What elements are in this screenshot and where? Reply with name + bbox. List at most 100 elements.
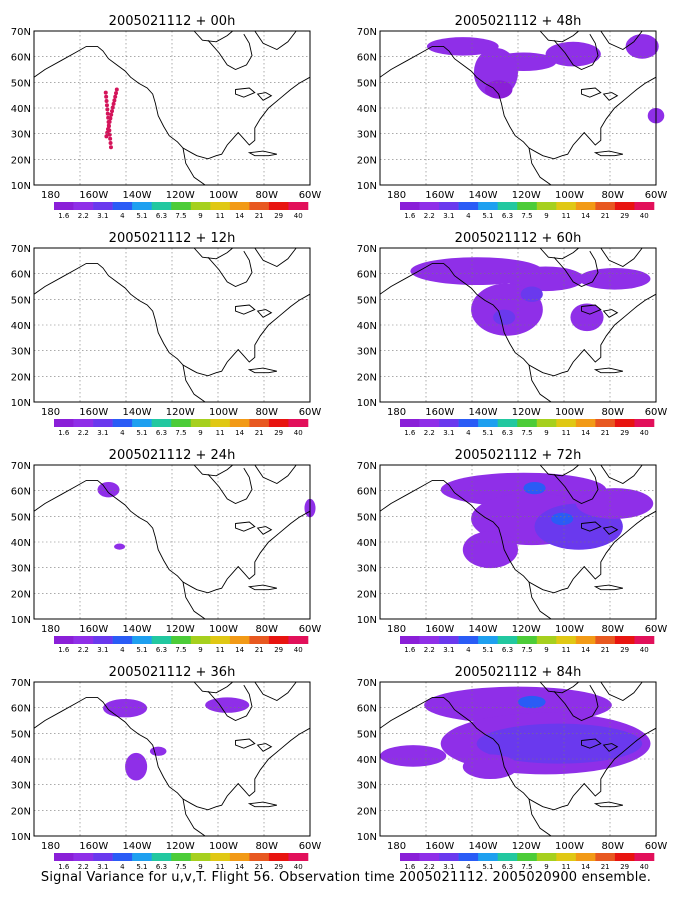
latitude-label: 30N (357, 347, 377, 358)
latitude-label: 20N (357, 806, 377, 817)
longitude-label: 180 (41, 407, 60, 418)
coastline (379, 247, 657, 403)
colorbar-swatch (575, 419, 596, 427)
colorbar-swatch (54, 202, 74, 210)
colorbar: 1.6 2.2 3.1 4 5.1 6.3 7.5 9 11 14 21 29 40 (400, 853, 655, 871)
latitude-label: 10N (357, 398, 377, 409)
latitude-label: 50N (357, 295, 377, 306)
colorbar-swatch (112, 636, 133, 644)
colorbar-label: 40 (294, 429, 303, 437)
colorbar-label: 9 (544, 212, 548, 220)
colorbar: 1.6 2.2 3.1 4 5.1 6.3 7.5 9 11 14 21 29 40 (54, 419, 309, 437)
colorbar-swatch (458, 853, 479, 861)
observation-point (112, 98, 117, 103)
latitude-label: 50N (11, 512, 31, 523)
longitude-label: 140W (123, 190, 152, 201)
colorbar-swatch (575, 202, 596, 210)
colorbar-swatch (497, 419, 518, 427)
colorbar-swatch (229, 853, 250, 861)
colorbar-swatch (249, 853, 270, 861)
longitude-label: 140W (469, 190, 498, 201)
observation-point (106, 127, 110, 132)
colorbar-swatch (268, 419, 289, 427)
latitude-label: 20N (11, 589, 31, 600)
colorbar-label: 14 (581, 429, 590, 437)
variance-shading (440, 472, 654, 569)
colorbar-swatch (190, 202, 211, 210)
variance-region (97, 481, 120, 498)
colorbar-swatch (517, 419, 538, 427)
variance-region (578, 268, 651, 290)
colorbar-swatch (556, 853, 577, 861)
colorbar-label: 6.3 (502, 429, 513, 437)
variance-region (545, 41, 601, 67)
panel-title: 2005021112 + 72h (455, 448, 582, 463)
colorbar-swatch (517, 853, 538, 861)
longitude-label: 160W (79, 407, 108, 418)
longitude-label: 180 (41, 190, 60, 201)
colorbar-label: 7.5 (521, 863, 532, 871)
colorbar-swatch (249, 202, 270, 210)
latitude-label: 30N (357, 130, 377, 141)
latitude-label: 30N (11, 781, 31, 792)
colorbar-label: 11 (562, 863, 571, 871)
figure-caption: Signal Variance for u,v,T. Flight 56. Ob… (40, 870, 652, 885)
map-panel: 2005021112 + 36h 70N 60N 50N 40N 30N 20N 10N 180… (11, 665, 322, 871)
colorbar-swatch (54, 853, 74, 861)
latitude-label: 70N (11, 461, 31, 472)
longitude-label: 180 (387, 841, 406, 852)
latitude-label: 70N (357, 27, 377, 38)
coastline (379, 30, 657, 186)
latitude-label: 40N (357, 104, 377, 115)
latitude-label: 60N (11, 53, 31, 64)
coastline (33, 464, 311, 620)
colorbar-swatch (575, 853, 596, 861)
colorbar-label: 2.2 (78, 212, 89, 220)
longitude-label: 120W (166, 841, 195, 852)
latitude-label: 20N (11, 372, 31, 383)
grid (34, 248, 310, 402)
panel-title: 2005021112 + 24h (109, 448, 236, 463)
colorbar-swatch (634, 202, 655, 210)
map-panel: 2005021112 + 84h 70N 60N 50N 40N 30N 20N 10N 180… (357, 665, 668, 871)
observation-point (108, 136, 113, 141)
variance-region (625, 34, 659, 59)
longitude-label: 100W (555, 624, 584, 635)
latitude-label: 40N (11, 321, 31, 332)
colorbar-swatch (595, 636, 616, 644)
colorbar-label: 11 (216, 212, 225, 220)
latitude-label: 40N (357, 321, 377, 332)
panel-title: 2005021112 + 60h (455, 231, 582, 246)
latitude-label: 70N (357, 244, 377, 255)
colorbar-label: 14 (235, 863, 244, 871)
latitude-label: 40N (11, 104, 31, 115)
coastline (379, 681, 657, 837)
observation-point (108, 116, 113, 121)
colorbar-label: 5.1 (482, 646, 493, 654)
colorbar-swatch (458, 202, 479, 210)
observation-point (106, 123, 111, 128)
colorbar-label: 29 (620, 212, 629, 220)
latitude-label: 30N (11, 130, 31, 141)
colorbar-swatch (93, 202, 113, 210)
colorbar-label: 7.5 (175, 863, 186, 871)
colorbar-swatch (73, 636, 94, 644)
longitude-label: 180 (387, 190, 406, 201)
longitude-label: 80W (255, 841, 278, 852)
longitude-label: 100W (209, 624, 238, 635)
variance-shading (103, 697, 250, 781)
latitude-label: 60N (357, 53, 377, 64)
colorbar: 1.6 2.2 3.1 4 5.1 6.3 7.5 9 11 14 21 29 40 (400, 636, 655, 654)
longitude-label: 80W (601, 407, 624, 418)
colorbar-label: 5.1 (136, 863, 147, 871)
colorbar-swatch (536, 202, 557, 210)
colorbar-label: 5.1 (136, 646, 147, 654)
colorbar-swatch (536, 853, 557, 861)
longitude-label: 100W (209, 841, 238, 852)
longitude-label: 60W (299, 841, 322, 852)
longitude-label: 100W (209, 407, 238, 418)
colorbar-label: 1.6 (58, 429, 70, 437)
colorbar: 1.6 2.2 3.1 4 5.1 6.3 7.5 9 11 14 21 29 40 (54, 853, 309, 871)
colorbar-swatch (400, 853, 420, 861)
colorbar-swatch (268, 202, 289, 210)
